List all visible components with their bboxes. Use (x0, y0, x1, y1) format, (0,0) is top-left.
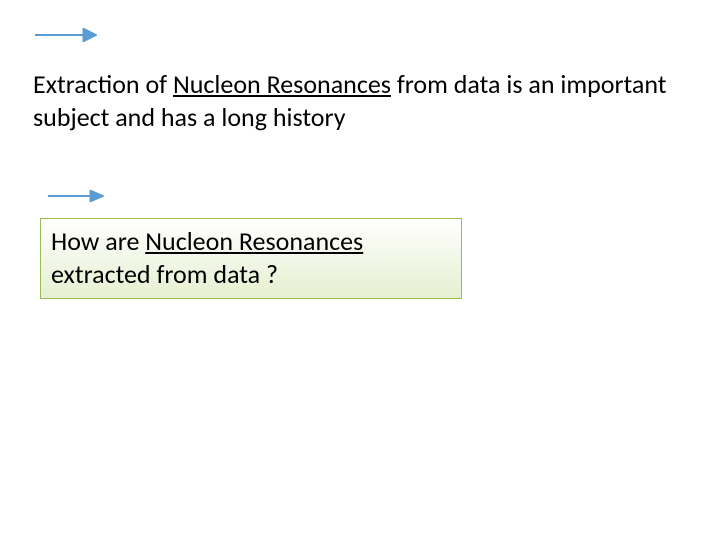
question-seg2: Nucleon Resonances (145, 225, 363, 257)
question-box: How are Nucleon Resonances extracted fro… (40, 218, 462, 299)
arrow-icon (48, 190, 104, 202)
statement-seg2: Nucleon Resonances (173, 68, 391, 100)
slide: Extraction of Nucleon Resonances from da… (0, 0, 720, 540)
question-seg1: How are (51, 225, 145, 257)
statement-seg1: Extraction of (33, 68, 173, 100)
statement-text: Extraction of Nucleon Resonances from da… (33, 68, 683, 133)
question-seg3: extracted from data ? (51, 258, 278, 290)
arrow-icon (35, 28, 97, 42)
